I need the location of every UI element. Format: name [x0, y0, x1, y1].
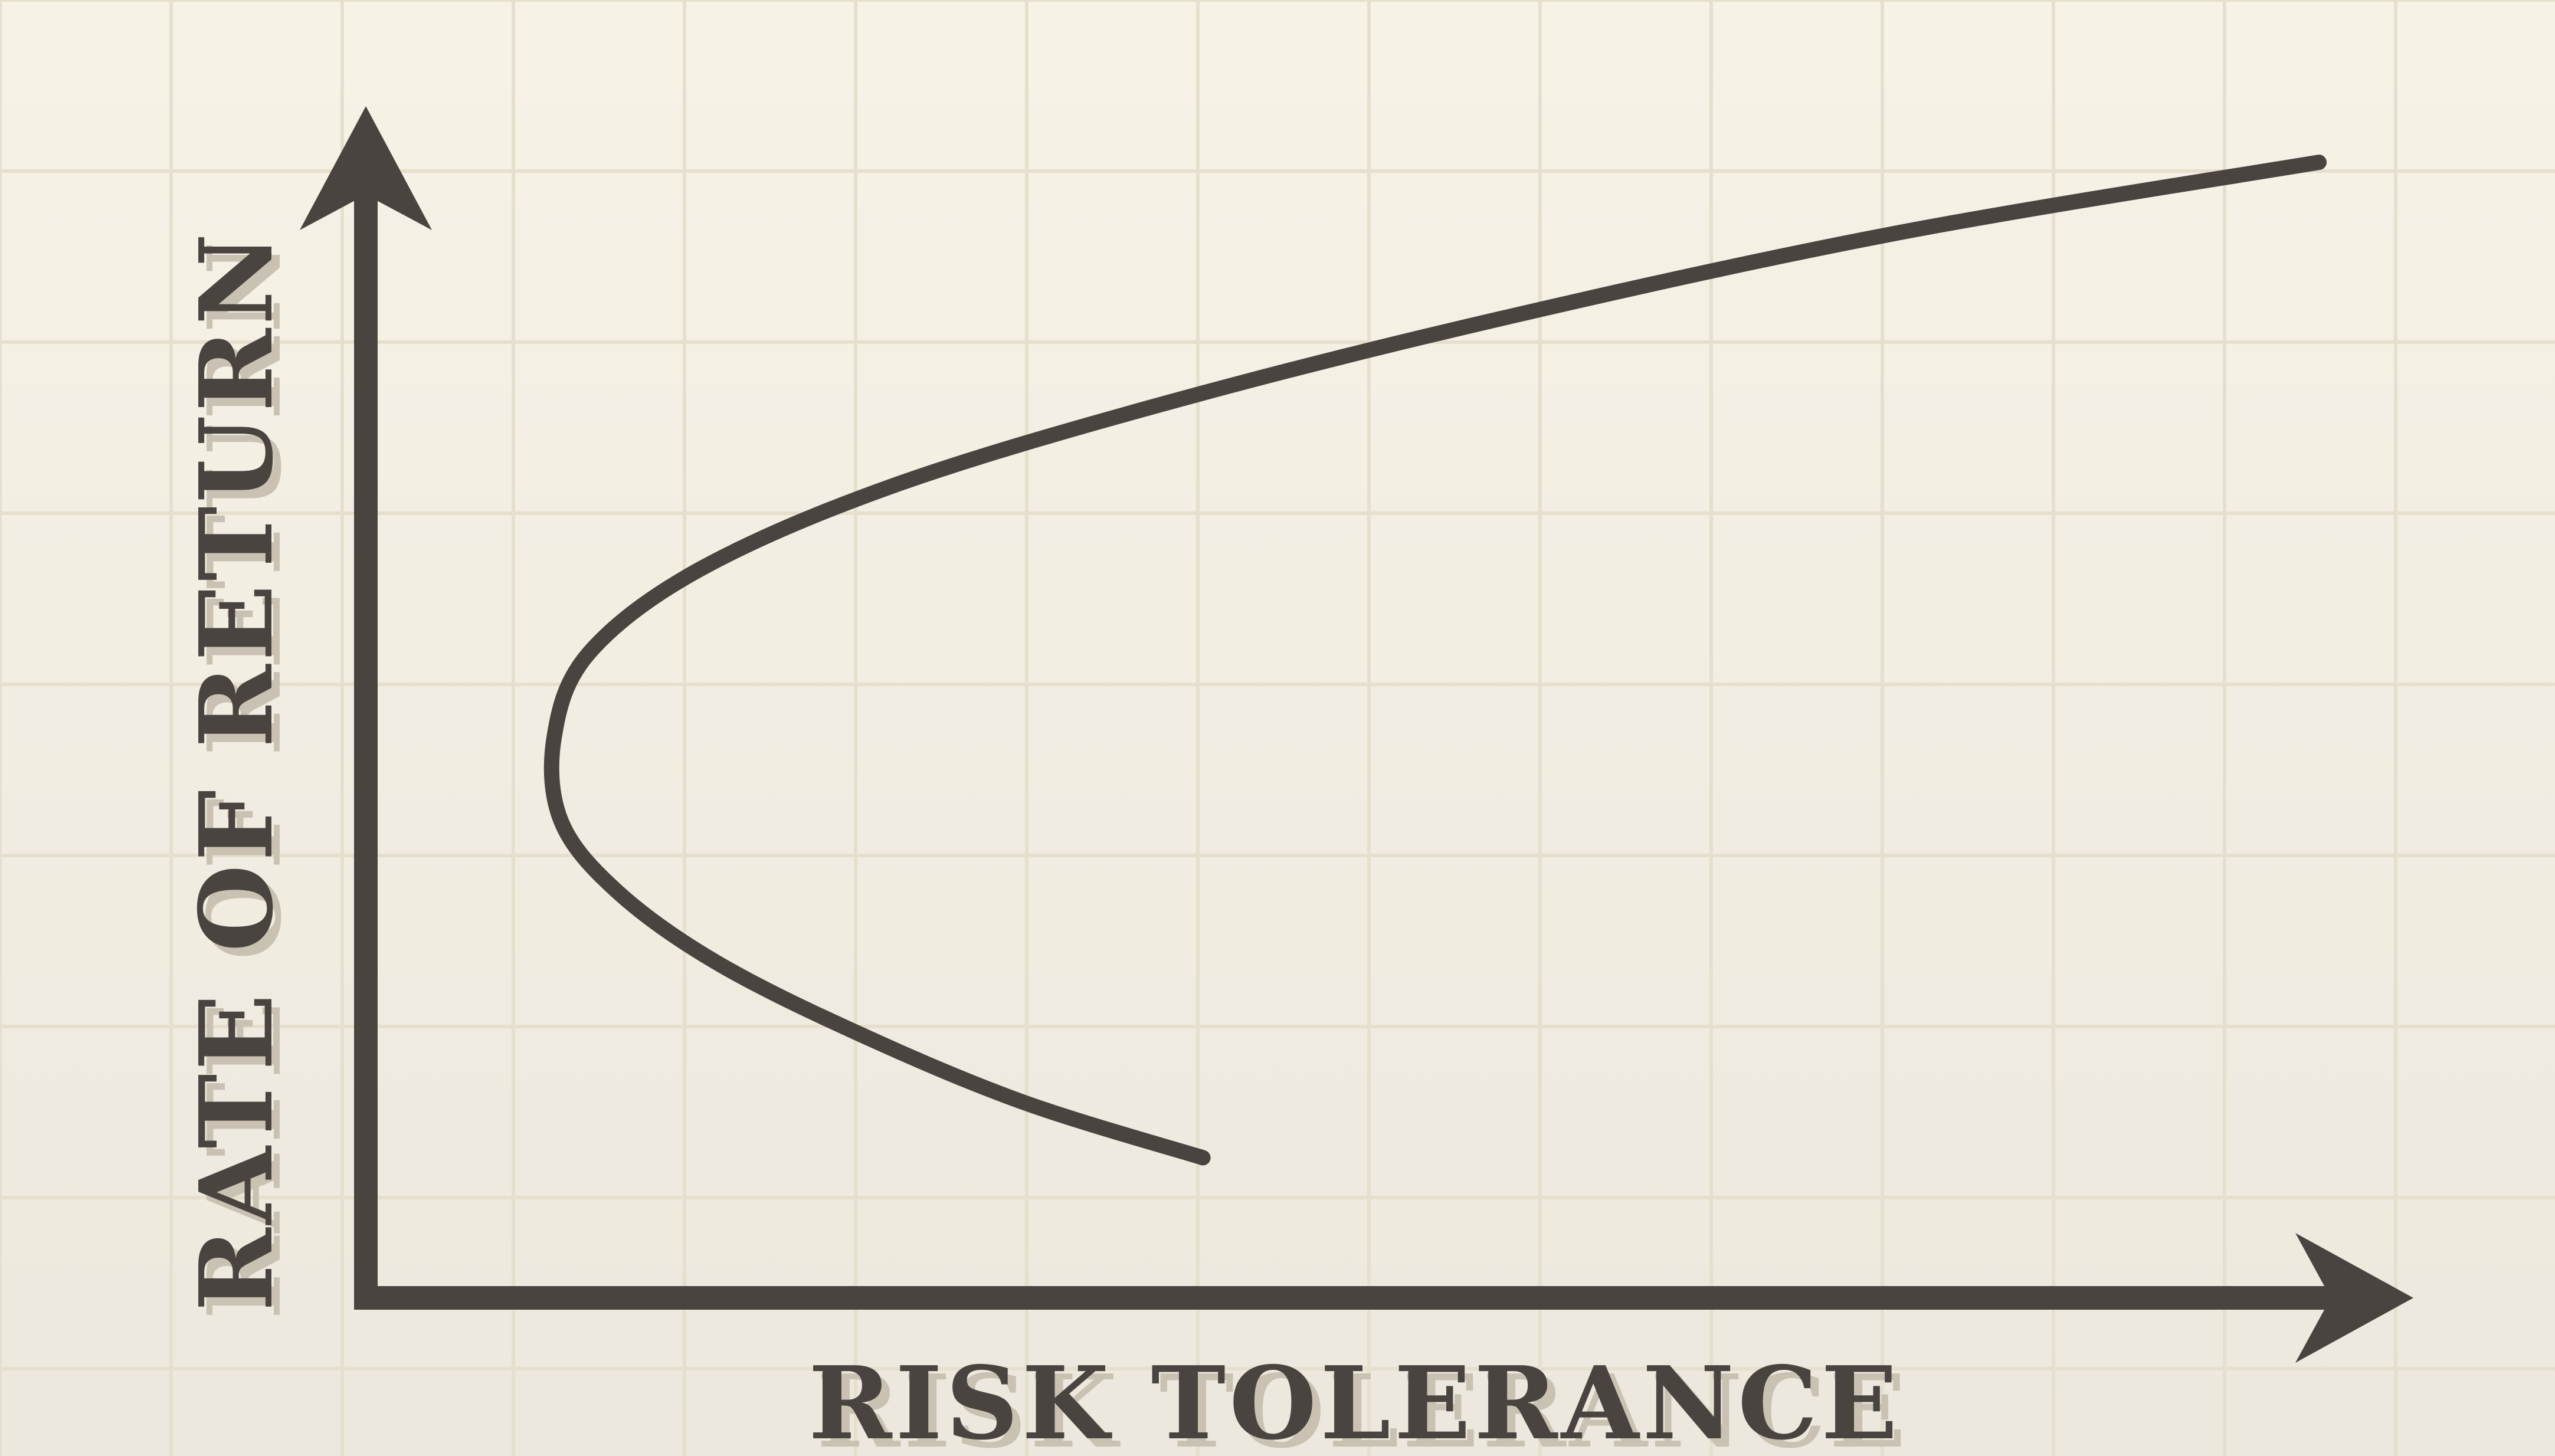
x-axis-title-group: RISK TOLERANCE RISK TOLERANCE	[808, 1344, 1909, 1456]
x-axis-arrowhead	[2295, 1233, 2413, 1363]
series-line	[543, 155, 2327, 1166]
x-axis-title: RISK TOLERANCE	[808, 1344, 1901, 1456]
y-axis-title-shadow: RATE OF RETURN	[186, 238, 304, 1319]
axes	[300, 106, 2413, 1363]
x-axis-title-shadow: RISK TOLERANCE	[817, 1353, 1909, 1456]
y-axis-title: RATE OF RETURN	[178, 229, 296, 1311]
y-axis-arrowhead	[300, 106, 432, 230]
y-axis-title-group: RATE OF RETURN RATE OF RETURN	[178, 229, 304, 1319]
